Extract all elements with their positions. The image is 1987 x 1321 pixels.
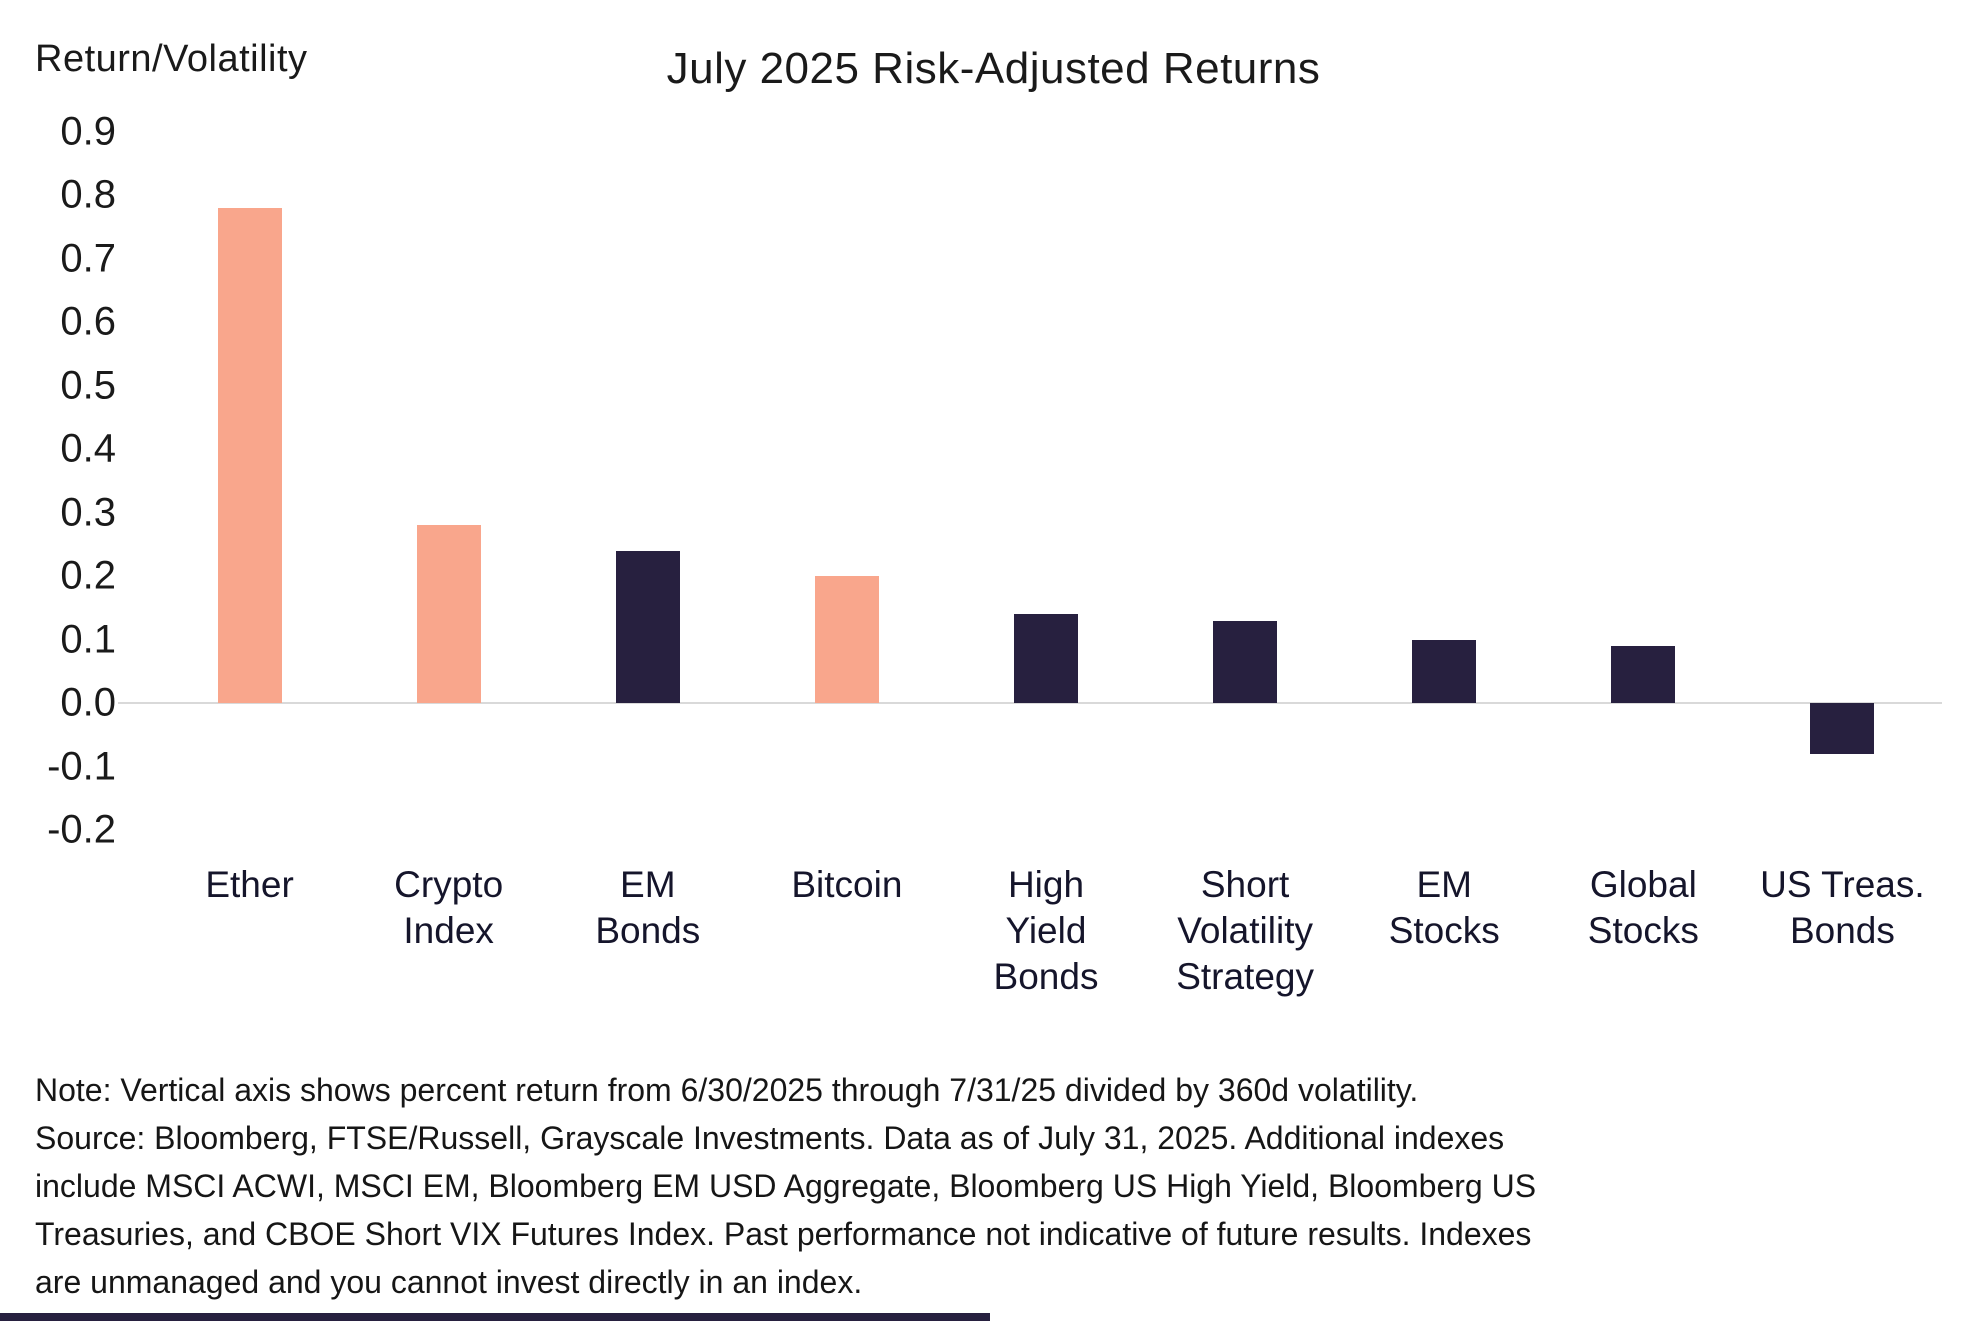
y-tick-label: -0.2 — [47, 807, 116, 852]
footnote-line: Source: Bloomberg, FTSE/Russell, Graysca… — [35, 1120, 1505, 1156]
bar-global-stocks — [1611, 645, 1676, 704]
y-tick-label: 0.4 — [60, 426, 116, 471]
bar-chart: 0.9 0.8 0.7 0.6 0.5 0.4 0.3 0.2 0.1 0.0 -0.1 -0.2 — [0, 110, 1987, 852]
y-tick-label: 0.9 — [60, 109, 116, 154]
bar-em-bonds — [615, 550, 680, 704]
footnote-line: are unmanaged and you cannot invest dire… — [35, 1264, 863, 1300]
x-category-label: Bitcoin — [791, 864, 903, 905]
bar-bitcoin — [814, 576, 879, 704]
x-category-label: EM Bonds — [595, 864, 701, 951]
y-axis: 0.9 0.8 0.7 0.6 0.5 0.4 0.3 0.2 0.1 0.0 -0.1 -0.2 — [0, 110, 120, 852]
y-tick-label: 0.5 — [60, 363, 116, 408]
bar-ether — [217, 208, 282, 704]
x-category-label: Short Volatility Strategy — [1176, 864, 1314, 997]
footnote-line: Treasuries, and CBOE Short VIX Futures I… — [35, 1216, 1532, 1252]
bar-high-yield-bonds — [1014, 614, 1078, 704]
plot-area — [118, 132, 1942, 830]
bottom-accent-bar — [0, 1313, 990, 1321]
x-category-label: US Treas. Bonds — [1760, 864, 1925, 951]
y-tick-label: -0.1 — [47, 744, 116, 789]
x-category-label: Ether — [205, 864, 294, 905]
y-tick-label: 0.6 — [60, 299, 116, 344]
x-category-label: Global Stocks — [1587, 864, 1699, 951]
y-tick-label: 0.2 — [60, 553, 116, 598]
chart-title: July 2025 Risk-Adjusted Returns — [666, 44, 1321, 93]
bar-us-treas-bonds — [1810, 703, 1875, 754]
footnote-line: Note: Vertical axis shows percent return… — [35, 1072, 1419, 1108]
x-category-label: Crypto Index — [394, 864, 504, 951]
bar-crypto-index — [416, 525, 481, 704]
y-tick-label: 0.8 — [60, 172, 116, 217]
footnote: Note: Vertical axis shows percent return… — [35, 1066, 1945, 1306]
bar-em-stocks — [1412, 639, 1477, 704]
zero-baseline — [118, 702, 1942, 705]
y-tick-label: 0.7 — [60, 236, 116, 281]
bar-short-volatility-strategy — [1213, 620, 1278, 704]
x-category-label: High Yield Bonds — [993, 864, 1099, 997]
y-tick-label: 0.3 — [60, 490, 116, 535]
x-axis: Ether Crypto Index EM Bonds Bitcoin High Yield B… — [150, 862, 1942, 1000]
y-axis-title: Return/Volatility — [35, 38, 308, 80]
y-tick-label: 0.1 — [60, 617, 116, 662]
footnote-line: include MSCI ACWI, MSCI EM, Bloomberg EM… — [35, 1168, 1537, 1204]
x-category-label: EM Stocks — [1388, 864, 1500, 951]
y-tick-label: 0.0 — [60, 680, 116, 725]
